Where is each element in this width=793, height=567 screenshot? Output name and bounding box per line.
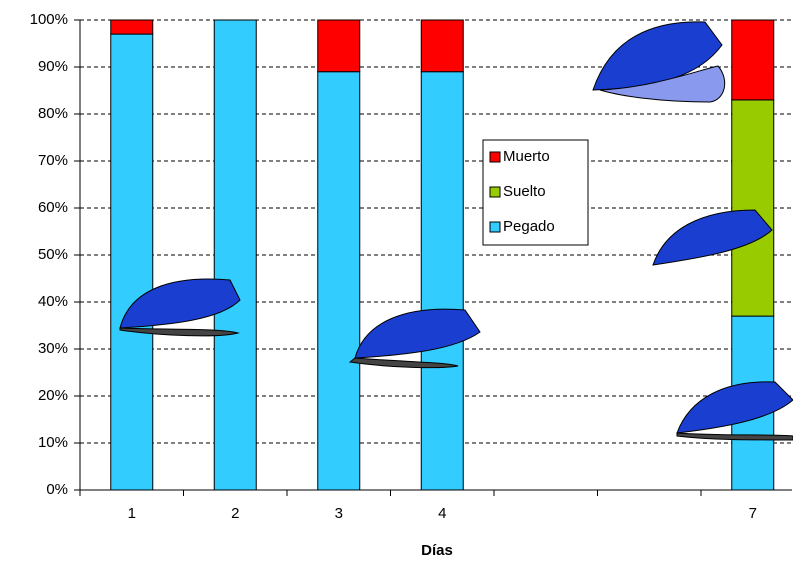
- x-tick-label: 3: [335, 505, 343, 522]
- y-tick-label: 90%: [38, 58, 68, 75]
- legend-label: Suelto: [503, 183, 546, 200]
- x-tick-label: 4: [438, 505, 446, 522]
- legend-swatch: [490, 152, 500, 162]
- chart: Días 0% 10% 20% 30% 40% 50% 60% 70% 80% 90% 100% 1 2…: [0, 0, 793, 567]
- x-tick-label: 1: [128, 505, 136, 522]
- legend-swatch: [490, 222, 500, 232]
- y-tick-label: 70%: [38, 152, 68, 169]
- y-tick-label: 30%: [38, 340, 68, 357]
- y-tick-label: 100%: [30, 11, 68, 28]
- y-tick-label: 0%: [46, 481, 68, 498]
- x-tick-label: 2: [231, 505, 239, 522]
- y-tick-label: 60%: [38, 199, 68, 216]
- bar-segment: [111, 20, 153, 34]
- bar-segment: [732, 20, 774, 100]
- legend-label: Muerto: [503, 148, 550, 165]
- legend-swatch: [490, 187, 500, 197]
- legend-label: Pegado: [503, 218, 555, 235]
- x-axis-label: Días: [421, 542, 453, 559]
- y-tick-label: 10%: [38, 434, 68, 451]
- y-tick-label: 40%: [38, 293, 68, 310]
- y-tick-label: 20%: [38, 387, 68, 404]
- bar-segment: [421, 72, 463, 490]
- bar-segment: [214, 20, 256, 490]
- bar-segment: [111, 34, 153, 490]
- bar-segment: [732, 100, 774, 316]
- y-tick-label: 50%: [38, 246, 68, 263]
- x-tick-label: 7: [749, 505, 757, 522]
- y-tick-label: 80%: [38, 105, 68, 122]
- bar-segment: [421, 20, 463, 72]
- bar-segment: [318, 72, 360, 490]
- bar-segment: [318, 20, 360, 72]
